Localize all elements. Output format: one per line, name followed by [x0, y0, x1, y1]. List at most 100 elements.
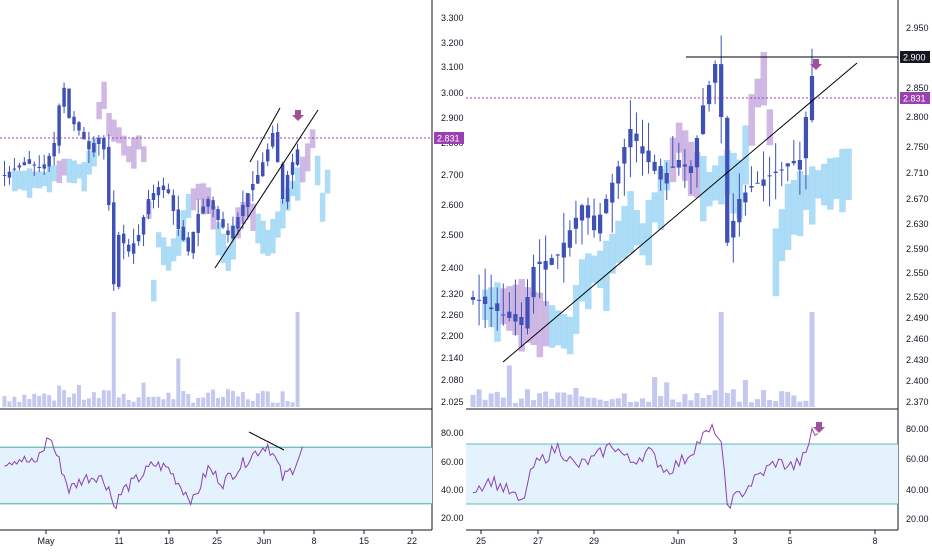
ichimoku-cloud-segment [66, 158, 73, 183]
volume-bar [597, 399, 603, 407]
price-tick-label: 3.300 [441, 13, 464, 23]
volume-bar [712, 390, 718, 407]
volume-bar [111, 312, 116, 407]
ichimoku-cloud-segment [225, 246, 231, 271]
candle-body [713, 64, 718, 83]
ichimoku-cloud-segment [255, 213, 261, 244]
candle-body [166, 189, 171, 193]
ichimoku-cloud-segment [151, 279, 157, 302]
price-tick-label: 2.710 [906, 168, 929, 178]
down-arrow-marker [813, 422, 825, 433]
volume-bar [742, 380, 748, 407]
candle-body [519, 316, 524, 325]
ichimoku-cloud-segment [304, 143, 311, 172]
rsi-tick-label: 40.00 [906, 485, 929, 495]
ichimoku-cloud-segment [530, 291, 538, 346]
candle-body [12, 168, 17, 170]
candle-body [251, 184, 255, 191]
volume-bar [52, 400, 57, 407]
volume-bar [216, 397, 221, 407]
ichimoku-cloud-segment [766, 109, 774, 146]
candle-body [495, 303, 500, 311]
volume-bar [22, 394, 27, 407]
ichimoku-cloud-segment [700, 156, 707, 222]
candle-body [280, 163, 285, 199]
volume-bar [706, 394, 712, 407]
volume-bar [555, 392, 561, 407]
time-tick-label: 5 [787, 536, 792, 546]
price-tick-label: 2.600 [441, 200, 464, 210]
ichimoku-cloud-segment [585, 253, 592, 310]
time-tick-label: 15 [359, 536, 369, 546]
candle-body [52, 143, 56, 157]
volume-bar [694, 393, 700, 407]
candle-body [676, 160, 681, 168]
candle-body [573, 217, 579, 229]
price-tick-label: 2.850 [906, 83, 929, 93]
volume-bar [773, 401, 779, 407]
ichimoku-cloud-segment [706, 172, 713, 207]
price-tick-label: 2.590 [906, 244, 929, 254]
candle-body [112, 202, 116, 285]
candle-body [567, 230, 572, 248]
volume-bar [621, 393, 627, 407]
volume-bar [221, 396, 225, 407]
ichimoku-cloud-segment [603, 240, 610, 312]
candle-body [171, 195, 176, 211]
ichimoku-cloud-segment [300, 156, 306, 183]
candle-body [591, 215, 597, 231]
candle-body [241, 205, 245, 216]
volume-bar [779, 391, 785, 407]
candle-body [176, 209, 181, 229]
price-tick-label: 2.370 [906, 397, 929, 407]
volume-bar [754, 399, 761, 407]
volume-bar [531, 400, 537, 407]
rsi-divergence-line [248, 431, 285, 451]
volume-bar [646, 401, 652, 407]
candle-body [537, 261, 542, 264]
ichimoku-cloud-segment [802, 175, 810, 210]
volume-bar [280, 391, 285, 407]
candle-body [221, 219, 225, 228]
candle-body [507, 311, 512, 318]
rsi-line [472, 423, 819, 510]
volume-bar [96, 398, 101, 407]
volume-bar [295, 312, 300, 407]
volume-bar [116, 397, 121, 407]
candle-body [646, 150, 651, 163]
candle-body [555, 254, 560, 256]
volume-bar [131, 401, 136, 407]
volume-bar [561, 392, 567, 407]
ichimoku-cloud-segment [591, 255, 598, 284]
candle-body [231, 226, 235, 239]
down-arrow-marker [810, 59, 822, 70]
candle-body [37, 167, 41, 168]
ichimoku-cloud-segment [796, 171, 804, 237]
candle-body [513, 314, 518, 322]
volume-bar [2, 396, 7, 407]
candle-body [737, 199, 742, 223]
candle-body [82, 131, 86, 140]
rsi-tick-label: 40.00 [441, 485, 464, 495]
ichimoku-cloud-segment [314, 155, 321, 186]
volume-bar [670, 399, 676, 407]
ichimoku-cloud-segment [319, 192, 326, 222]
volume-bar [767, 400, 773, 407]
ichimoku-cloud-segment [554, 310, 562, 346]
volume-bar [543, 391, 549, 407]
candle-body [211, 200, 215, 210]
volume-bar [181, 390, 186, 407]
price-tick-label: 2.200 [441, 331, 464, 341]
volume-bar [627, 402, 633, 407]
candle-body [694, 138, 700, 168]
volume-bar [688, 400, 694, 407]
ichimoku-cloud-segment [815, 170, 822, 199]
ichimoku-cloud-segment [566, 316, 574, 355]
volume-bar [32, 393, 37, 407]
ichimoku-cloud-segment [230, 224, 236, 260]
ichimoku-cloud-segment [111, 119, 117, 142]
candle-body [501, 314, 506, 316]
channel-lower-trendline [214, 109, 319, 269]
candle-body [719, 64, 724, 117]
price-tick-label: 2.400 [441, 263, 464, 273]
